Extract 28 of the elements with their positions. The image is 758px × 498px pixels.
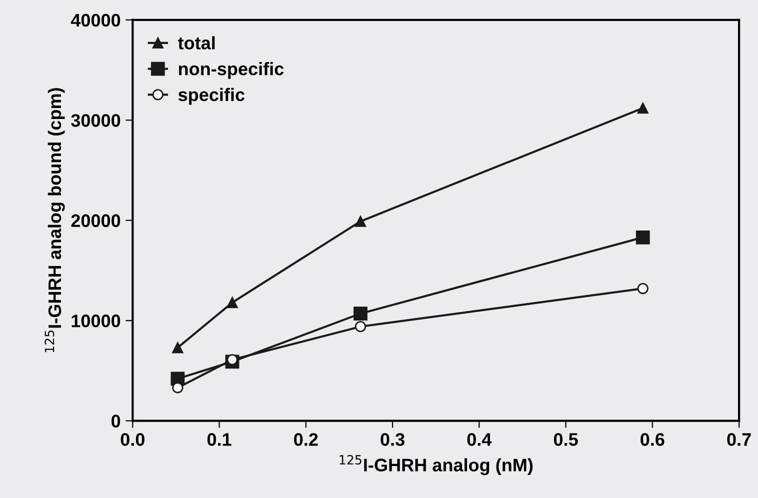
legend-label: specific: [178, 88, 244, 105]
x-tick-label: 0.5: [554, 433, 578, 446]
x-tick-label: 0.1: [207, 433, 232, 446]
y-tick-label: 30000: [71, 114, 120, 127]
x-tick-label: 0.6: [640, 433, 664, 446]
point: [637, 282, 648, 294]
y-axis-title: $^{125}$I-GHRH analog bound (cpm): [44, 88, 65, 352]
point: [172, 382, 184, 394]
point: [636, 230, 650, 244]
x-tick-label: 0.3: [380, 433, 404, 446]
point: [637, 102, 648, 114]
point: [354, 216, 366, 227]
x-tick-label: 0.4: [467, 433, 492, 446]
point: [226, 296, 238, 308]
y-tick-label: 10000: [72, 314, 120, 328]
point: [354, 306, 368, 321]
point: [354, 321, 366, 332]
y-tick-label: 40000: [70, 14, 120, 27]
x-tick-label: 0.7: [727, 433, 751, 446]
y-tick-label: 0: [112, 414, 120, 428]
point: [172, 342, 184, 354]
x-axis-title: $^{125}$I-GHRH analog (nM): [340, 455, 533, 476]
y-tick-label: 20000: [71, 214, 120, 228]
point: [226, 354, 238, 366]
legend-label: non-specific: [178, 62, 284, 79]
x-tick-label: 0.0: [120, 433, 144, 446]
x-tick-label: 0.2: [294, 433, 318, 446]
legend-label: total: [178, 36, 215, 50]
